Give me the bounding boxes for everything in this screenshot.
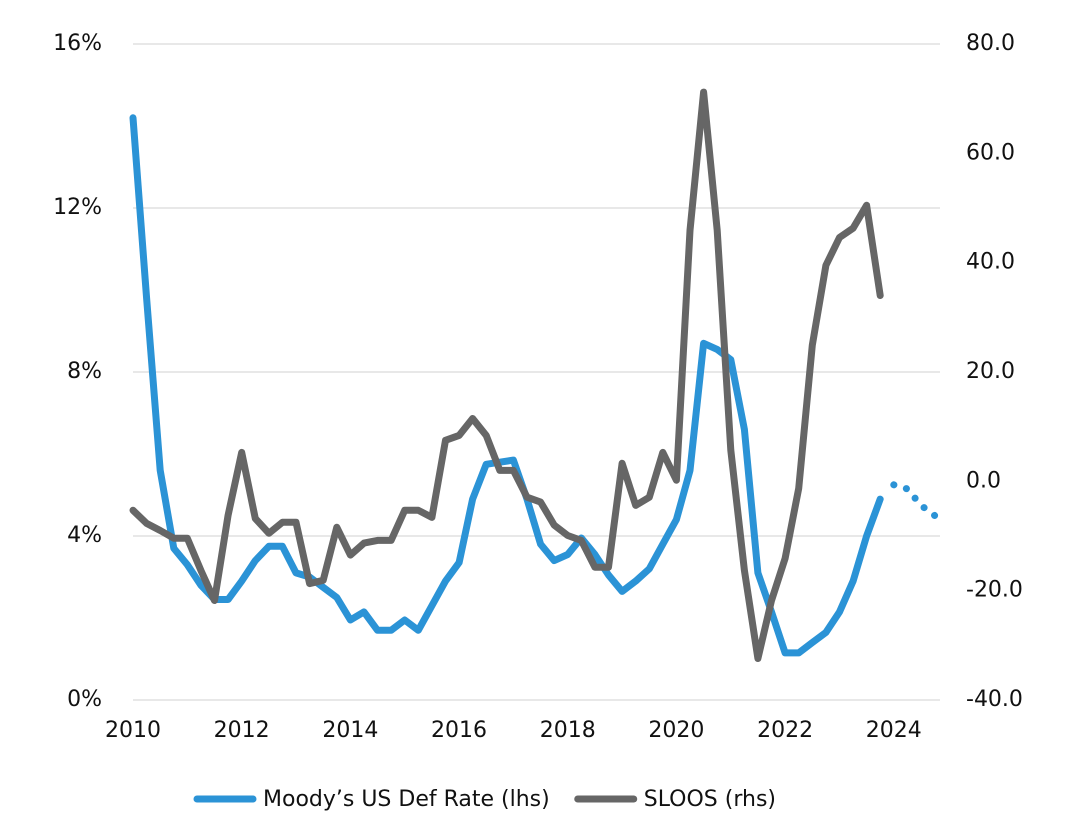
x-tick-label: 2022 (757, 718, 813, 743)
y-tick-label: 0% (67, 687, 102, 712)
series-line (129, 88, 884, 662)
x-tick-label: 2012 (214, 718, 270, 743)
x-tick-label: 2014 (322, 718, 378, 743)
x-tick-label: 2010 (105, 718, 161, 743)
y2-tick-label: 20.0 (966, 359, 1015, 384)
x-tick-label: 2016 (431, 718, 487, 743)
y-tick-label: 12% (53, 195, 102, 220)
y2-tick-label: 60.0 (966, 140, 1015, 165)
x-tick-label: 2024 (866, 718, 922, 743)
series-line (129, 114, 884, 657)
y-tick-label: 4% (67, 523, 102, 548)
x-tick-label: 2018 (540, 718, 596, 743)
y2-tick-label: 80.0 (966, 31, 1015, 56)
y2-tick-label: 0.0 (966, 468, 1001, 493)
y-tick-label: 8% (67, 359, 102, 384)
y2-tick-label: -20.0 (966, 578, 1023, 603)
legend-label: Moody’s US Def Rate (lhs) (263, 787, 550, 812)
series-line-dotted (890, 481, 939, 519)
y-tick-label: 16% (53, 31, 102, 56)
y2-tick-label: 40.0 (966, 250, 1015, 275)
legend-label: SLOOS (rhs) (644, 787, 776, 812)
y2-tick-label: -40.0 (966, 687, 1023, 712)
x-tick-label: 2020 (648, 718, 704, 743)
